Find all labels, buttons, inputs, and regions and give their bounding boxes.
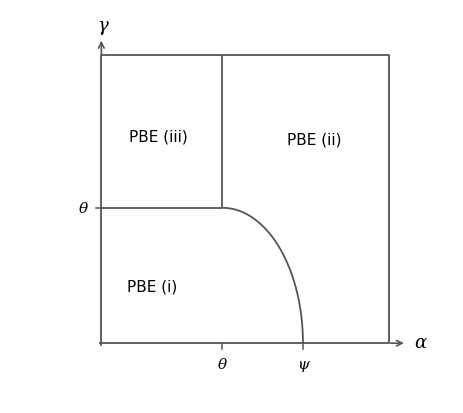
Text: θ: θ	[78, 201, 88, 215]
Text: PBE (i): PBE (i)	[127, 279, 177, 294]
Text: α: α	[413, 333, 425, 351]
Text: PBE (ii): PBE (ii)	[286, 132, 341, 147]
Text: PBE (iii): PBE (iii)	[129, 129, 187, 144]
Text: ψ: ψ	[296, 357, 308, 371]
Text: θ: θ	[217, 357, 226, 371]
Text: γ: γ	[97, 17, 108, 34]
